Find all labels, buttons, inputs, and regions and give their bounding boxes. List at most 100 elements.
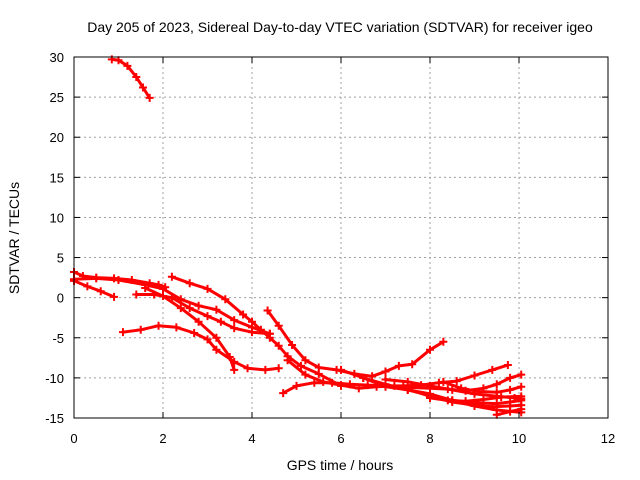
data-point (448, 385, 457, 394)
data-point (132, 73, 141, 82)
data-point (167, 272, 176, 281)
data-point (426, 381, 434, 390)
data-point (283, 356, 292, 365)
data-point (474, 387, 483, 396)
data-point (243, 364, 252, 373)
data-point (479, 395, 488, 404)
data-point (301, 356, 310, 365)
data-point (381, 367, 390, 376)
data-point (439, 337, 448, 346)
y-tick-label: 30 (50, 50, 64, 65)
axis-ticks: 0 2 4 6 8 10 12 -15 -10 -5 0 5 10 15 20 25 30 (45, 50, 615, 446)
data-point (506, 407, 515, 416)
data-point (394, 361, 403, 370)
data-point (185, 304, 194, 313)
data-point (92, 274, 101, 283)
series-arc-18 (426, 392, 526, 406)
data-point (443, 396, 452, 405)
y-tick-label: -10 (45, 371, 64, 386)
data-point (212, 333, 221, 342)
data-point (114, 276, 123, 285)
data-point (114, 56, 123, 65)
data-point (194, 317, 203, 326)
series-arc-6 (167, 272, 345, 390)
y-tick-label: -5 (52, 331, 64, 346)
data-point (265, 333, 274, 342)
chart-title: Day 205 of 2023, Sidereal Day-to-day VTE… (87, 19, 593, 35)
data-point (408, 360, 417, 369)
data-point (506, 373, 515, 382)
data-point (159, 284, 167, 293)
series-arc-5 (132, 290, 274, 338)
x-tick-label: 0 (70, 431, 77, 446)
data-point (461, 397, 470, 406)
data-point (190, 328, 199, 337)
data-point (488, 365, 497, 374)
y-tick-label: -15 (45, 411, 64, 426)
y-tick-label: 0 (57, 291, 64, 306)
series-group (70, 55, 526, 419)
data-point (337, 365, 345, 374)
data-point (110, 292, 119, 301)
data-point (248, 328, 256, 337)
series-arc-17 (439, 377, 526, 397)
data-point (492, 380, 501, 389)
data-point (203, 335, 212, 344)
x-tick-label: 2 (159, 431, 166, 446)
data-point (194, 301, 203, 310)
data-point (301, 370, 310, 379)
series-arc-7 (141, 284, 239, 374)
data-point (136, 325, 145, 334)
data-point (274, 364, 283, 373)
data-point (212, 345, 221, 354)
data-point (203, 312, 212, 321)
data-point (239, 310, 248, 319)
data-point (203, 284, 212, 293)
x-tick-label: 4 (248, 431, 255, 446)
data-point (221, 295, 230, 304)
data-point (492, 388, 501, 397)
data-point (506, 385, 515, 394)
grid (74, 57, 608, 418)
series-arc-9 (263, 306, 448, 381)
data-point (172, 323, 181, 332)
data-point (212, 305, 221, 314)
series-arc-16 (492, 405, 526, 419)
x-tick-label: 6 (337, 431, 344, 446)
data-point (470, 401, 479, 410)
data-point (154, 321, 163, 330)
data-point (292, 381, 301, 390)
data-point (517, 382, 526, 391)
data-point (497, 393, 506, 402)
series-line (72, 279, 116, 299)
data-point (123, 61, 132, 70)
data-point (403, 385, 412, 394)
data-point (403, 377, 412, 386)
y-tick-label: 25 (50, 90, 64, 105)
data-point (359, 373, 368, 382)
data-point (457, 384, 466, 393)
series-arc-1 (107, 55, 154, 102)
data-point (470, 371, 479, 380)
x-axis-label: GPS time / hours (287, 457, 394, 473)
data-point (256, 325, 265, 334)
data-point (488, 402, 497, 411)
data-point (138, 83, 147, 92)
data-point (263, 306, 272, 315)
x-tick-label: 10 (512, 431, 526, 446)
data-point (185, 279, 194, 288)
data-point (230, 357, 239, 366)
data-point (230, 324, 239, 333)
data-point (426, 345, 434, 354)
data-point (363, 381, 372, 390)
series-arc-8 (118, 321, 283, 374)
data-point (517, 392, 526, 401)
y-tick-label: 15 (50, 170, 64, 185)
y-tick-label: 5 (57, 251, 64, 266)
y-tick-label: 20 (50, 130, 64, 145)
data-point (145, 93, 154, 102)
data-point (310, 378, 319, 387)
data-point (261, 365, 270, 374)
data-point (503, 361, 512, 370)
